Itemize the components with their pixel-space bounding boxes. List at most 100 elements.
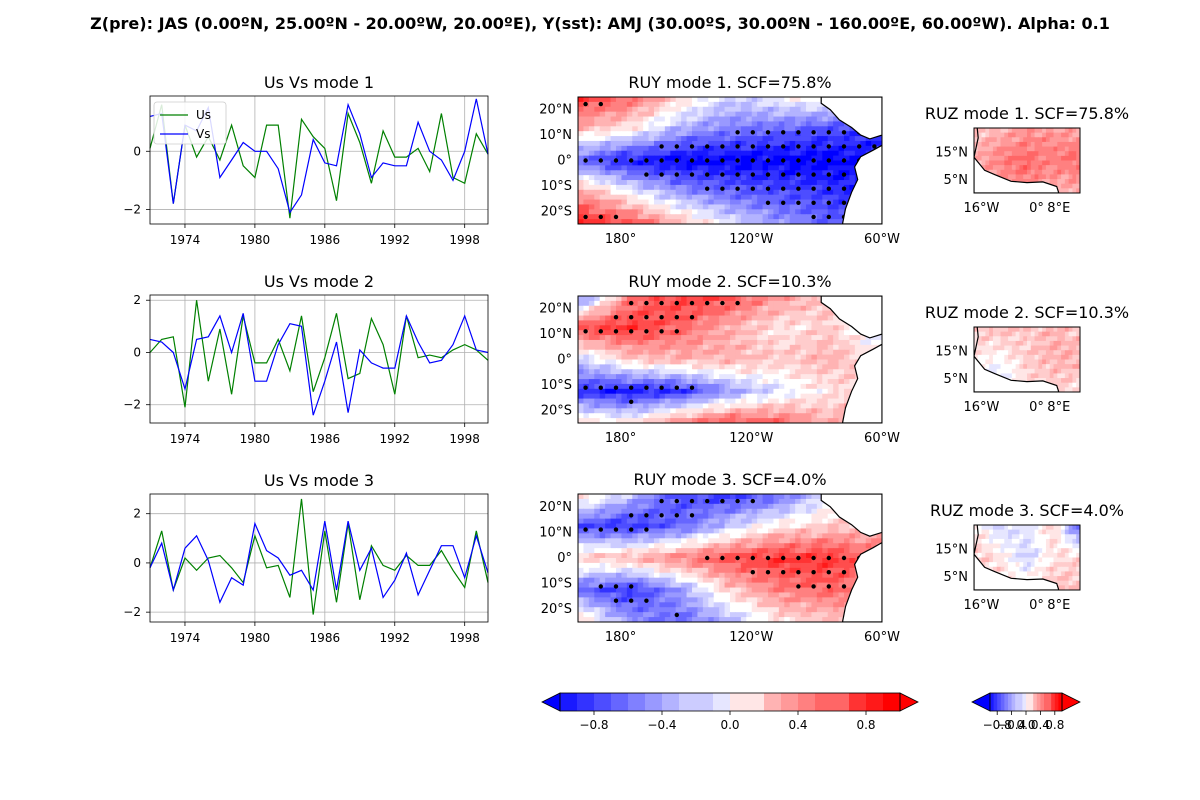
field-cell	[1027, 160, 1032, 166]
significance-dot	[598, 158, 603, 163]
field-cell	[789, 494, 796, 500]
field-cell	[578, 494, 585, 500]
field-cell	[702, 553, 709, 559]
field-cell	[827, 553, 834, 559]
field-cell	[784, 548, 791, 554]
field-cell	[637, 214, 644, 220]
field-cell	[681, 354, 688, 361]
field-cell	[795, 194, 802, 201]
field-cell	[849, 339, 856, 346]
field-cell	[757, 403, 764, 409]
field-cell	[865, 344, 872, 351]
field-cell	[616, 587, 623, 594]
field-cell	[648, 209, 655, 215]
field-cell	[594, 140, 601, 147]
field-cell	[670, 602, 677, 608]
field-cell	[675, 155, 682, 162]
field-cell	[583, 523, 590, 530]
field-cell	[806, 408, 813, 414]
field-cell	[762, 170, 769, 176]
field-cell	[648, 330, 655, 336]
field-cell	[643, 344, 650, 351]
field-cell	[1064, 146, 1070, 152]
field-cell	[762, 136, 769, 142]
field-cell	[844, 175, 851, 181]
field-cell	[588, 194, 595, 201]
field-cell	[730, 403, 737, 409]
field-cell	[610, 300, 617, 307]
field-cell	[637, 335, 644, 341]
field-cell	[838, 607, 845, 613]
field-cell	[768, 383, 775, 390]
field-cell	[605, 160, 612, 166]
field-cell	[664, 592, 671, 598]
significance-dot	[750, 186, 755, 191]
field-cell	[588, 155, 595, 162]
field-cell	[800, 543, 807, 549]
field-cell	[811, 388, 818, 395]
field-cell	[762, 310, 769, 317]
field-cell	[724, 344, 731, 351]
field-cell	[746, 330, 753, 336]
field-cell	[643, 617, 650, 622]
field-cell	[719, 369, 726, 375]
field-cell	[637, 418, 644, 423]
field-cell	[806, 403, 813, 409]
field-cell	[616, 175, 623, 181]
field-cell	[648, 219, 655, 224]
field-cell	[588, 369, 595, 375]
field-cell	[670, 379, 677, 385]
field-cell	[795, 116, 802, 123]
field-cell	[795, 140, 802, 147]
field-cell	[806, 97, 813, 103]
field-cell	[751, 528, 758, 534]
field-cell	[654, 339, 661, 346]
field-cell	[675, 513, 682, 520]
field-cell	[637, 408, 644, 414]
field-cell	[654, 209, 661, 215]
field-cell	[648, 577, 655, 584]
field-cell	[637, 393, 644, 400]
field-cell	[626, 498, 633, 505]
field-cell	[816, 413, 823, 419]
field-cell	[692, 553, 699, 559]
field-cell	[588, 572, 595, 579]
field-cell	[746, 494, 753, 500]
field-cell	[621, 503, 628, 510]
field-cell	[838, 587, 845, 594]
field-cell	[654, 558, 661, 564]
field-cell	[789, 145, 796, 152]
significance-dot	[765, 200, 771, 205]
field-cell	[730, 498, 737, 505]
field-cell	[616, 369, 623, 375]
field-cell	[670, 140, 677, 147]
field-cell	[616, 398, 623, 405]
field-cell	[719, 597, 726, 603]
field-cell	[740, 296, 747, 302]
field-cell	[588, 577, 595, 584]
field-cell	[626, 214, 633, 220]
field-cell	[1072, 151, 1077, 157]
field-cell	[632, 194, 639, 201]
field-cell	[648, 567, 655, 574]
field-cell	[833, 180, 840, 186]
field-cell	[681, 121, 688, 127]
field-cell	[637, 315, 644, 322]
field-cell	[681, 199, 688, 206]
field-cell	[610, 548, 617, 554]
field-cell	[768, 175, 775, 181]
field-cell	[670, 344, 677, 351]
field-cell	[844, 562, 851, 569]
field-cell	[643, 354, 650, 361]
field-cell	[708, 398, 715, 405]
field-cell	[719, 330, 726, 336]
field-cell	[681, 587, 688, 594]
field-cell	[648, 617, 655, 622]
field-cell	[833, 374, 840, 380]
field-cell	[822, 553, 829, 559]
field-cell	[664, 418, 671, 423]
field-cell	[648, 602, 655, 608]
field-cell	[610, 503, 617, 510]
field-cell	[616, 413, 623, 419]
